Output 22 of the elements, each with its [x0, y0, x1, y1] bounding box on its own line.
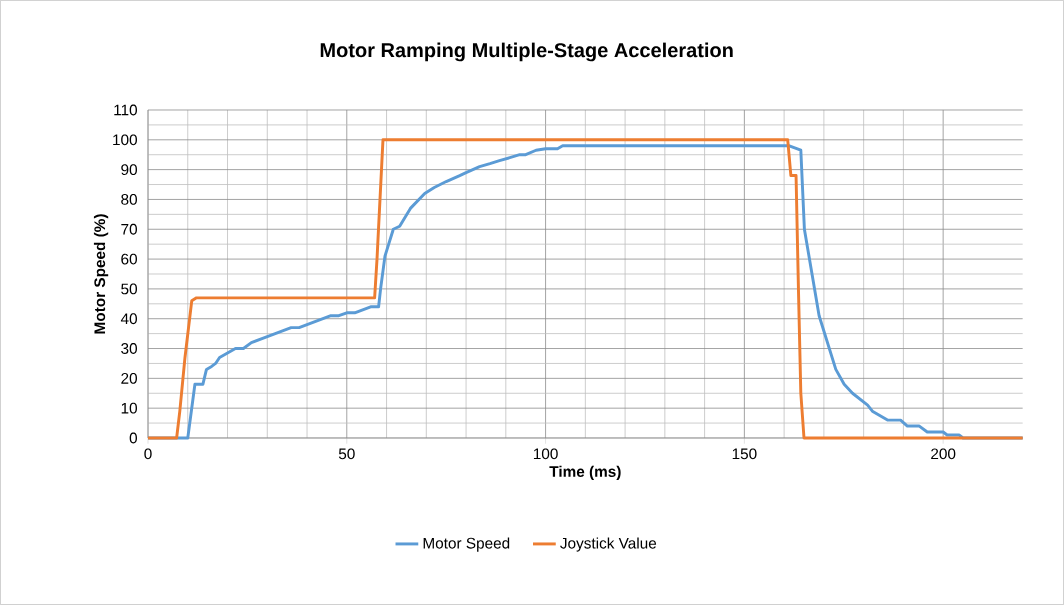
y-tick-label: 30 — [121, 343, 137, 354]
y-tick-label: 50 — [121, 283, 137, 295]
chart-title: Motor Ramping Multiple-Stage Acceleration — [320, 42, 733, 62]
y-tick-label: 70 — [121, 223, 137, 235]
y-tick-label: 90 — [121, 164, 137, 176]
x-tick-label: 0 — [144, 448, 152, 460]
x-tick-label: 150 — [732, 448, 757, 460]
legend-label: Joystick Value — [560, 537, 657, 552]
x-tick-label: 50 — [338, 448, 355, 460]
x-tick-label: 200 — [931, 448, 956, 460]
x-tick-label: 100 — [533, 448, 558, 460]
y-tick-label: 60 — [121, 253, 137, 265]
x-axis-title: Time (ms) — [549, 465, 621, 481]
legend-label: Motor Speed — [423, 537, 510, 552]
y-tick-label: 110 — [114, 104, 137, 116]
y-tick-label: 80 — [121, 194, 137, 205]
y-tick-label: 100 — [113, 134, 137, 146]
y-tick-label: 40 — [120, 313, 137, 325]
y-tick-label: 10 — [121, 402, 137, 414]
y-axis-title: Motor Speed (%) — [93, 214, 109, 334]
y-tick-label: 20 — [121, 372, 137, 384]
y-tick-label: 0 — [129, 432, 137, 444]
